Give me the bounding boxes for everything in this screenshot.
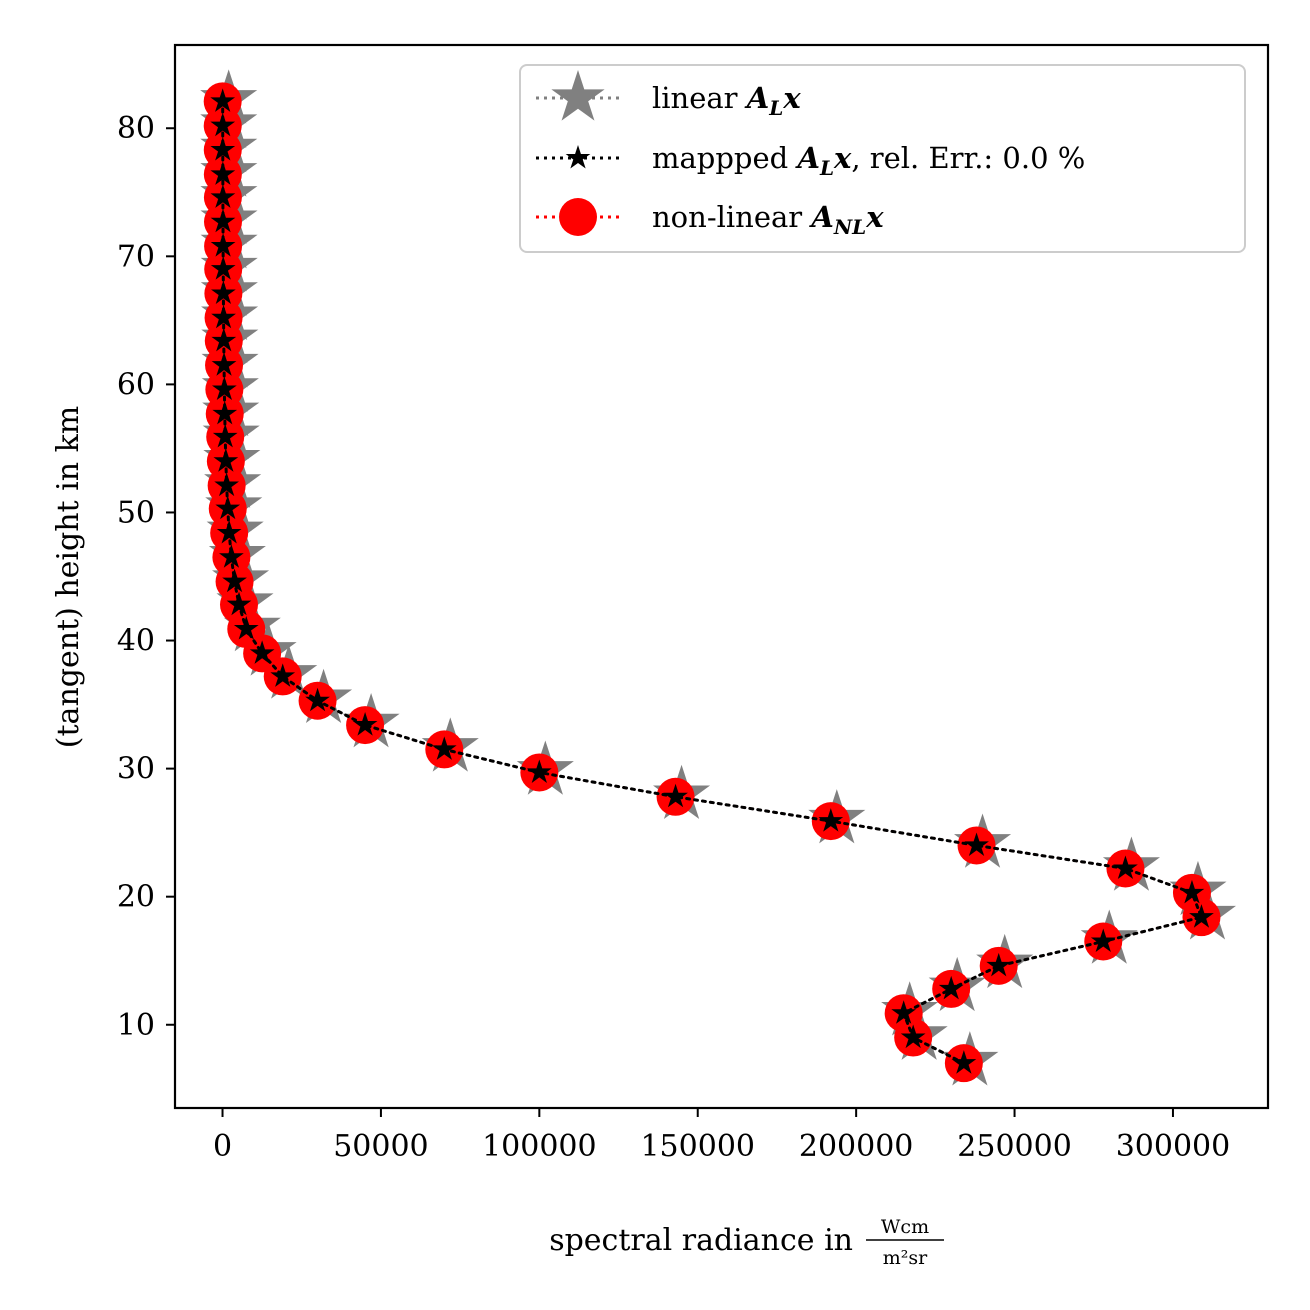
- legend: linear ALx mappped ALx, rel. Err.: 0.0 % n…: [519, 64, 1246, 253]
- legend-box: [519, 64, 1246, 253]
- y-tick-label: 30: [117, 752, 155, 787]
- legend-label: mappped ALx, rel. Err.: 0.0 %: [652, 141, 1085, 180]
- y-tick-label: 20: [117, 880, 155, 915]
- x-axis-unit-denominator: m²sr: [883, 1247, 928, 1269]
- data-point-star-small: [226, 591, 252, 616]
- data-point-star-small: [212, 376, 237, 401]
- y-tick-label: 70: [117, 239, 155, 274]
- series-circle: [203, 82, 1221, 1083]
- data-point-star-small: [964, 832, 989, 856]
- y-axis: 10 20 30 40 50 60 70 80: [117, 111, 175, 1043]
- data-point-star-small: [663, 783, 688, 808]
- data-point-star-small: [352, 712, 378, 736]
- data-point-star-small: [891, 1000, 917, 1024]
- x-tick-label: 50000: [333, 1129, 428, 1164]
- data-point-star-small: [219, 544, 244, 568]
- data-point-star-small: [1189, 904, 1214, 928]
- legend-label: linear ALx: [652, 81, 801, 120]
- data-point-star-small: [213, 448, 239, 472]
- data-point-star-small: [249, 640, 275, 664]
- data-point-star-small: [951, 1050, 977, 1074]
- data-point-star-small: [211, 327, 237, 352]
- data-point-star-small: [818, 808, 844, 832]
- data-point-star-small: [210, 256, 236, 280]
- x-tick-label: 100000: [482, 1129, 597, 1164]
- x-axis-label: spectral radiance in: [549, 1223, 853, 1258]
- x-tick-label: 200000: [799, 1129, 914, 1164]
- legend-entry: non-linear ANLx: [536, 198, 884, 239]
- data-point-star-small: [986, 952, 1012, 977]
- legend-label: non-linear ANLx: [652, 200, 884, 239]
- plot-marks: [200, 69, 1236, 1086]
- y-tick-label: 50: [117, 495, 155, 530]
- data-point-star-small: [216, 519, 242, 544]
- data-point-star-small: [900, 1024, 926, 1049]
- data-point-star-small: [215, 495, 241, 520]
- data-point-star-small: [305, 687, 330, 712]
- data-point-star-small: [526, 759, 552, 783]
- legend-entry: mappped ALx, rel. Err.: 0.0 %: [536, 141, 1085, 180]
- x-tick-label: 250000: [957, 1129, 1072, 1164]
- x-tick-label: 150000: [640, 1129, 755, 1164]
- series-star-small: [210, 88, 1214, 1074]
- data-point-star-small: [212, 423, 238, 448]
- data-point-star-small: [210, 184, 236, 208]
- data-point-star-small: [212, 400, 238, 425]
- data-point-star-small: [211, 304, 236, 329]
- legend-marker-star-small: [565, 145, 591, 169]
- legend-entry: linear ALx: [536, 70, 801, 121]
- data-point-star-small: [1179, 879, 1205, 904]
- data-point-star-small: [222, 568, 247, 593]
- data-point-star-small: [210, 112, 236, 137]
- x-axis: 0 50000 100000 150000 200000 250000 300000: [213, 1108, 1230, 1164]
- y-tick-label: 10: [117, 1008, 155, 1043]
- plot-frame: [173, 43, 1270, 1110]
- data-point-star-small: [214, 472, 239, 497]
- data-point-star-small: [270, 663, 296, 687]
- data-point-star-small: [210, 208, 236, 233]
- x-tick-label: 300000: [1116, 1129, 1231, 1164]
- data-point-star-small: [1090, 928, 1116, 953]
- x-axis-unit-numerator: Wcm: [881, 1216, 929, 1238]
- y-axis-label: (tangent) height in km: [51, 406, 86, 748]
- y-tick-label: 80: [117, 111, 155, 146]
- data-point-star-small: [210, 161, 236, 185]
- data-point-star-small: [210, 88, 236, 112]
- y-tick-label: 60: [117, 367, 155, 402]
- legend-entries: linear ALx mappped ALx, rel. Err.: 0.0 % n…: [536, 70, 1085, 239]
- y-tick-label: 40: [117, 624, 155, 659]
- legend-marker-star-large: [551, 70, 605, 121]
- data-point-star-small: [1113, 855, 1138, 880]
- data-point-star-small: [210, 233, 236, 257]
- legend-marker-circle: [559, 198, 597, 236]
- data-point-star-small: [431, 736, 457, 760]
- data-point-star-small: [211, 352, 237, 376]
- data-point-star-small: [211, 280, 236, 304]
- data-point-star-small: [210, 137, 236, 161]
- data-point-star-small: [233, 616, 259, 640]
- data-point-star-small: [938, 975, 964, 1000]
- x-tick-label: 0: [213, 1129, 232, 1164]
